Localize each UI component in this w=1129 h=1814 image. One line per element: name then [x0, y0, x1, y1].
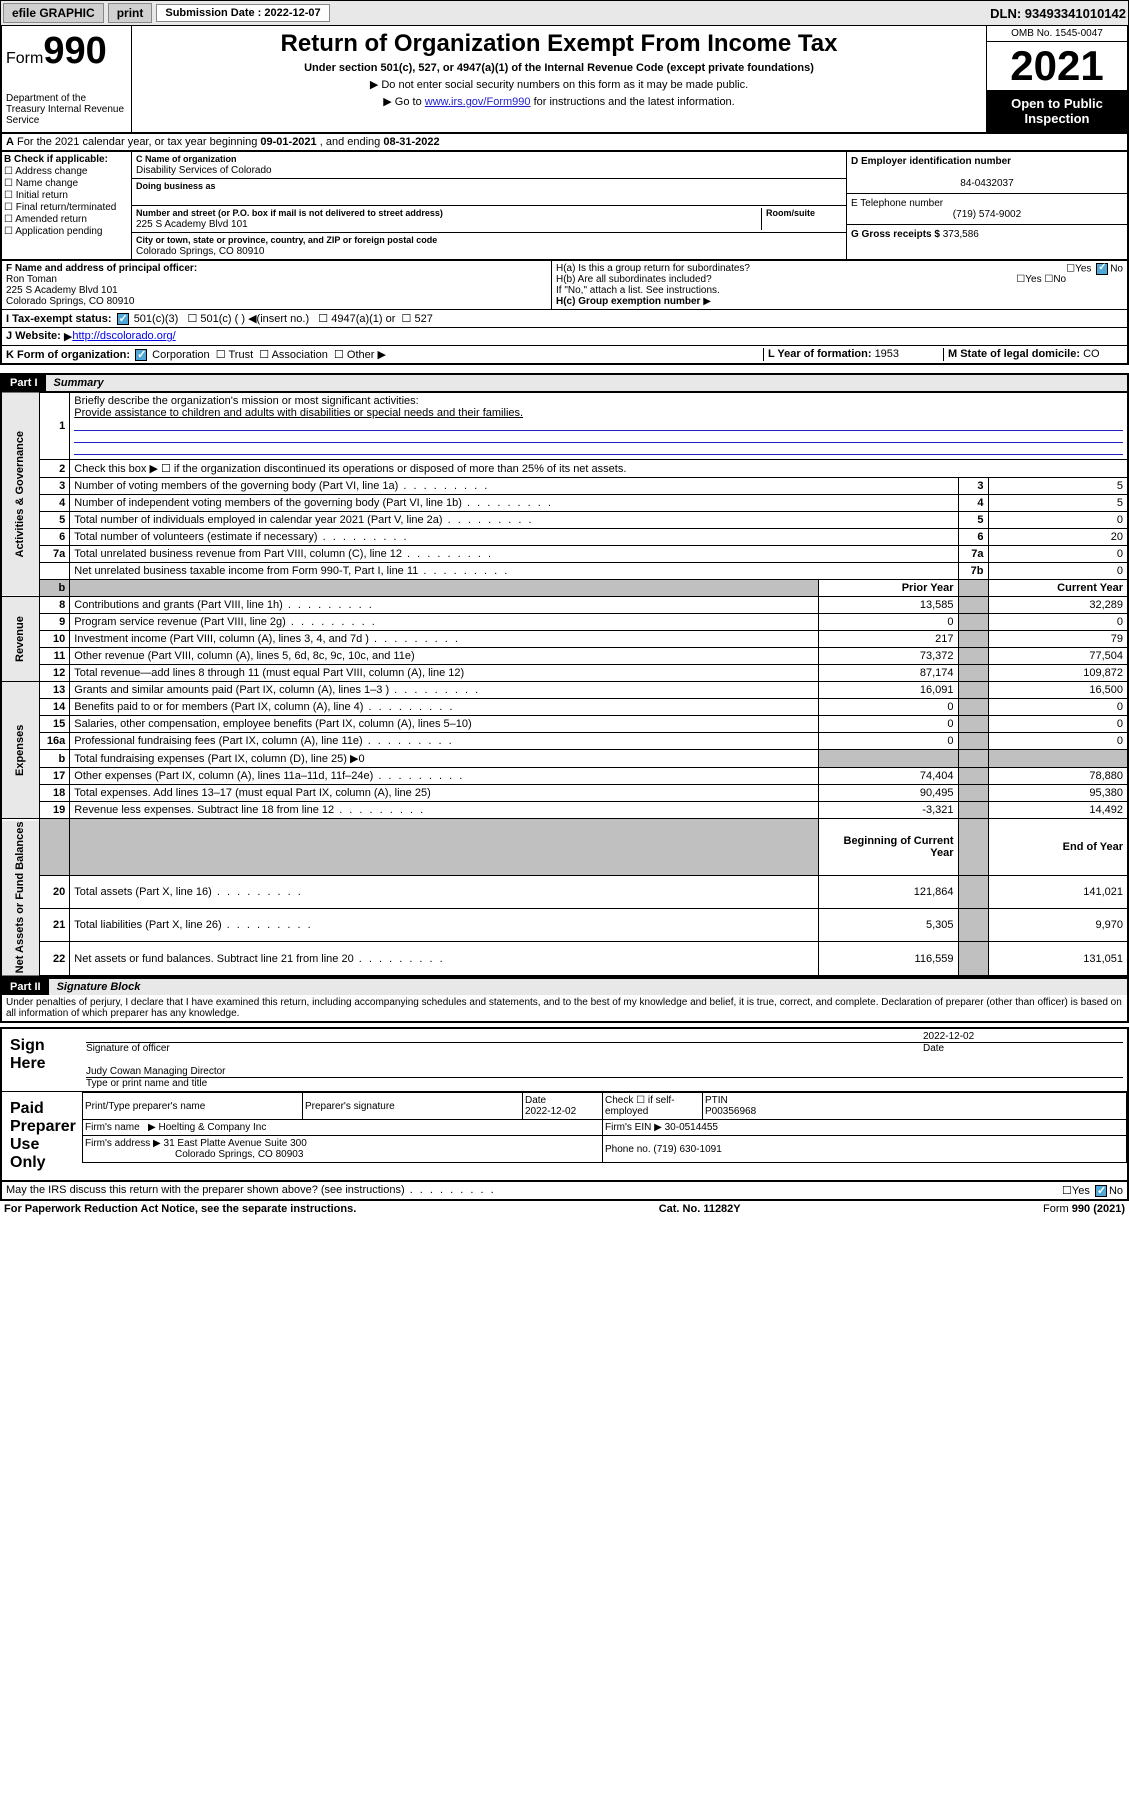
vtab-revenue: Revenue: [1, 597, 40, 682]
website-note: Go to www.irs.gov/Form990 for instructio…: [136, 95, 982, 108]
page-footer: For Paperwork Reduction Act Notice, see …: [0, 1201, 1129, 1217]
open-public-badge: Open to Public Inspection: [987, 90, 1127, 132]
dept-label: Department of the Treasury Internal Reve…: [6, 93, 127, 126]
vtab-netassets: Net Assets or Fund Balances: [1, 819, 40, 976]
irs-link[interactable]: www.irs.gov/Form990: [425, 96, 531, 108]
group-return: H(a) Is this a group return for subordin…: [552, 261, 1127, 309]
section-fh: F Name and address of principal officer:…: [0, 261, 1129, 310]
summary-table: Activities & Governance 1 Briefly descri…: [0, 391, 1129, 977]
chk-corporation[interactable]: [135, 349, 147, 361]
paid-preparer-label: Paid Preparer Use Only: [2, 1092, 82, 1180]
omb-number: OMB No. 1545-0047: [987, 26, 1127, 42]
line-k: K Form of organization: Corporation ☐ Tr…: [0, 346, 1129, 365]
chk-501c3[interactable]: [117, 313, 129, 325]
header-mid: Return of Organization Exempt From Incom…: [132, 26, 987, 132]
form-header: Form990 Department of the Treasury Inter…: [0, 26, 1129, 134]
discuss-no-checkbox[interactable]: [1095, 1185, 1107, 1197]
officer-name: Judy Cowan Managing Director: [86, 1066, 1123, 1078]
col-efg: D Employer identification number84-04320…: [847, 152, 1127, 259]
form-number: Form990: [6, 30, 127, 73]
col-cd: C Name of organizationDisability Service…: [132, 152, 847, 259]
signature-block: Sign Here 2022-12-02 Signature of office…: [0, 1027, 1129, 1182]
part2-header: Part II Signature Block: [0, 977, 1129, 995]
line-j: J Website: http://dscolorado.org/: [0, 328, 1129, 346]
print-button[interactable]: print: [108, 3, 153, 23]
chk-amended-return[interactable]: ☐ Amended return: [4, 214, 129, 225]
part1-header: Part I Summary: [0, 373, 1129, 391]
org-city: Colorado Springs, CO 80910: [136, 246, 264, 257]
org-address: 225 S Academy Blvd 101: [136, 219, 248, 230]
sign-here-label: Sign Here: [2, 1029, 82, 1091]
chk-initial-return[interactable]: ☐ Initial return: [4, 190, 129, 201]
efile-button[interactable]: efile GRAPHIC: [3, 3, 104, 23]
vtab-expenses: Expenses: [1, 682, 40, 819]
principal-officer: F Name and address of principal officer:…: [2, 261, 552, 309]
chk-name-change[interactable]: ☐ Name change: [4, 178, 129, 189]
chk-address-change[interactable]: ☐ Address change: [4, 166, 129, 177]
website-link[interactable]: http://dscolorado.org/: [72, 330, 175, 343]
ha-no-checkbox[interactable]: [1096, 263, 1108, 275]
mission-text: Provide assistance to children and adult…: [74, 407, 523, 419]
top-toolbar: efile GRAPHIC print Submission Date : 20…: [0, 0, 1129, 26]
tel-value: (719) 574-9002: [851, 209, 1123, 220]
form-title: Return of Organization Exempt From Incom…: [136, 30, 982, 58]
form-subtitle: Under section 501(c), 527, or 4947(a)(1)…: [136, 62, 982, 74]
dln-label: DLN: 93493341010142: [990, 6, 1126, 21]
section-bcdefg: B Check if applicable: ☐ Address change …: [0, 151, 1129, 261]
vtab-activities: Activities & Governance: [1, 392, 40, 597]
ein-value: 84-0432037: [851, 178, 1123, 189]
chk-application-pending[interactable]: ☐ Application pending: [4, 226, 129, 237]
ssn-note: Do not enter social security numbers on …: [136, 78, 982, 91]
line-a: A For the 2021 calendar year, or tax yea…: [0, 134, 1129, 151]
gross-receipts: 373,586: [943, 229, 979, 240]
line-i: I Tax-exempt status: 501(c)(3) ☐ 501(c) …: [0, 310, 1129, 328]
col-b-checkboxes: B Check if applicable: ☐ Address change …: [2, 152, 132, 259]
declaration-text: Under penalties of perjury, I declare th…: [0, 995, 1129, 1023]
chk-final-return[interactable]: ☐ Final return/terminated: [4, 202, 129, 213]
tax-year: 2021: [987, 42, 1127, 90]
org-name: Disability Services of Colorado: [136, 165, 272, 176]
header-left: Form990 Department of the Treasury Inter…: [2, 26, 132, 132]
submission-date: Submission Date : 2022-12-07: [156, 4, 329, 22]
discuss-question: May the IRS discuss this return with the…: [0, 1182, 1129, 1201]
header-right: OMB No. 1545-0047 2021 Open to Public In…: [987, 26, 1127, 132]
